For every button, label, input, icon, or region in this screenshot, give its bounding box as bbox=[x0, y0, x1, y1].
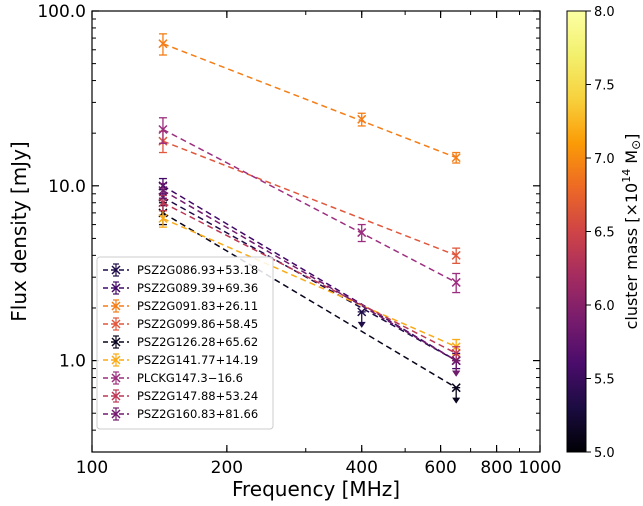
colorbar-tick-label: 5.5 bbox=[594, 373, 615, 388]
x-tick-label: 1000 bbox=[518, 458, 561, 478]
x-tick-label: 200 bbox=[211, 458, 243, 478]
fit-line bbox=[162, 202, 457, 355]
legend-label: PSZ2G091.83+26.11 bbox=[137, 299, 258, 313]
legend-label: PSZ2G160.83+81.66 bbox=[137, 407, 258, 421]
x-axis-label: Frequency [MHz] bbox=[232, 477, 400, 501]
legend: PSZ2G086.93+53.18 PSZ2G089.39+69.36 PSZ2G0… bbox=[96, 256, 274, 430]
legend-entry: PSZ2G147.88+53.24 bbox=[103, 389, 258, 403]
fit-line bbox=[162, 196, 457, 362]
fit-line bbox=[162, 128, 457, 284]
data-point bbox=[451, 272, 461, 294]
y-axis-label: Flux density [mJy] bbox=[7, 141, 31, 321]
legend-box bbox=[96, 256, 274, 430]
legend-entry: PSZ2G126.28+65.62 bbox=[103, 335, 258, 349]
plot-area bbox=[91, 10, 541, 453]
legend-label: PSZ2G126.28+65.62 bbox=[137, 335, 258, 349]
colorbar-label: cluster mass [×1014 M⊙] bbox=[620, 134, 643, 330]
colorbar-gradient bbox=[566, 10, 587, 453]
legend-label: PSZ2G086.93+53.18 bbox=[137, 263, 258, 277]
colorbar-tick-label: 7.0 bbox=[594, 152, 615, 167]
fit-line bbox=[162, 43, 457, 159]
legend-label: PLCKG147.3−16.6 bbox=[137, 371, 243, 385]
fit-line bbox=[162, 217, 457, 348]
series-5 bbox=[158, 202, 461, 404]
data-point bbox=[357, 307, 367, 328]
data-point bbox=[357, 112, 367, 127]
data-point bbox=[158, 182, 168, 199]
x-axis: 100 200 400 600 800 1000 bbox=[76, 11, 562, 478]
plot-frame bbox=[91, 10, 541, 453]
series-4 bbox=[158, 130, 461, 265]
data-point bbox=[158, 33, 168, 56]
colorbar-tick-label: 8.0 bbox=[594, 5, 615, 20]
data-point bbox=[451, 383, 461, 404]
data-point bbox=[451, 151, 461, 164]
series-3 bbox=[158, 33, 461, 164]
legend-entry: PSZ2G099.86+58.45 bbox=[103, 317, 258, 331]
legend-entry: PSZ2G160.83+81.66 bbox=[103, 407, 258, 421]
legend-entry: PSZ2G141.77+14.19 bbox=[103, 353, 258, 367]
x-tick-label: 800 bbox=[480, 458, 512, 478]
colorbar-tick-label: 5.0 bbox=[594, 446, 615, 461]
x-tick-label: 100 bbox=[76, 458, 108, 478]
colorbar-tick-label: 7.5 bbox=[594, 79, 615, 94]
legend-label: PSZ2G089.39+69.36 bbox=[137, 281, 258, 295]
fit-line bbox=[162, 212, 457, 389]
series-9 bbox=[158, 182, 461, 377]
x-tick-label: 600 bbox=[424, 458, 456, 478]
data-point bbox=[158, 117, 168, 144]
legend-label: PSZ2G141.77+14.19 bbox=[137, 353, 258, 367]
x-tick-label: 400 bbox=[345, 458, 377, 478]
legend-entry: PSZ2G089.39+69.36 bbox=[103, 281, 258, 295]
legend-label: PSZ2G099.86+58.45 bbox=[137, 317, 258, 331]
colorbar-tick-label: 6.0 bbox=[594, 299, 615, 314]
fit-line bbox=[162, 189, 457, 362]
data-point bbox=[357, 223, 367, 243]
colorbar-tick-label: 6.5 bbox=[594, 226, 615, 241]
data-point bbox=[451, 247, 461, 265]
colorbar-ticks: 5.0 5.5 6.0 6.5 7.0 7.5 8.0 bbox=[586, 5, 615, 461]
y-tick-label: 1.0 bbox=[59, 352, 86, 372]
legend-entry: PSZ2G086.93+53.18 bbox=[103, 263, 258, 277]
y-tick-label: 10.0 bbox=[48, 177, 86, 197]
series-7 bbox=[158, 117, 461, 294]
data-point bbox=[451, 356, 461, 377]
y-tick-label: 100.0 bbox=[37, 2, 86, 22]
legend-label: PSZ2G147.88+53.24 bbox=[137, 389, 258, 403]
legend-entry: PLCKG147.3−16.6 bbox=[103, 371, 243, 385]
legend-entry: PSZ2G091.83+26.11 bbox=[103, 299, 258, 313]
colorbar: 5.0 5.5 6.0 6.5 7.0 7.5 8.0 cluster mass [×101… bbox=[566, 5, 643, 461]
y-axis: 1.0 10.0 100.0 bbox=[37, 2, 540, 453]
fit-line bbox=[162, 140, 457, 257]
